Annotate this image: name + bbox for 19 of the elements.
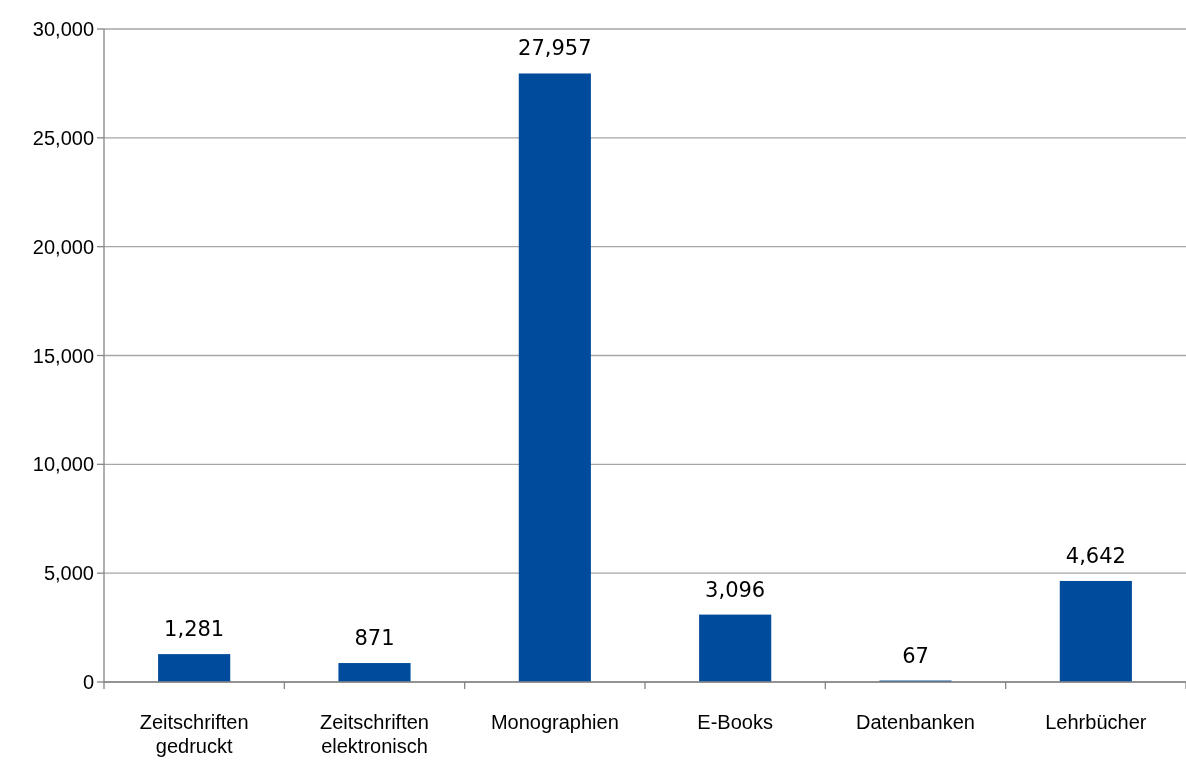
data-label: 4,642 (1065, 543, 1126, 568)
x-tick-label: Datenbanken (856, 711, 975, 733)
x-tick-label: E-Books (697, 711, 773, 733)
data-label: 3,096 (705, 577, 766, 602)
y-tick-label: 30,000 (32, 18, 94, 40)
y-tick-label: 5,000 (43, 562, 94, 585)
y-tick-label: 25,000 (32, 126, 94, 149)
y-tick-label: 20,000 (32, 235, 94, 258)
y-tick-label: 10,000 (32, 453, 94, 476)
data-label: 27,957 (518, 36, 592, 61)
x-tick-label: Zeitschriften gedruckt (139, 711, 249, 757)
x-tick-label: Monographien (490, 711, 619, 733)
data-label: 67 (902, 643, 929, 668)
x-tick-label: Zeitschriften elektronisch (320, 711, 429, 757)
y-tick-label: 15,000 (32, 344, 94, 367)
data-label: 871 (354, 626, 395, 651)
x-tick-label: Lehrbücher (1045, 711, 1147, 733)
data-label: 1,281 (164, 617, 225, 642)
y-tick-label: 0 (82, 671, 94, 693)
